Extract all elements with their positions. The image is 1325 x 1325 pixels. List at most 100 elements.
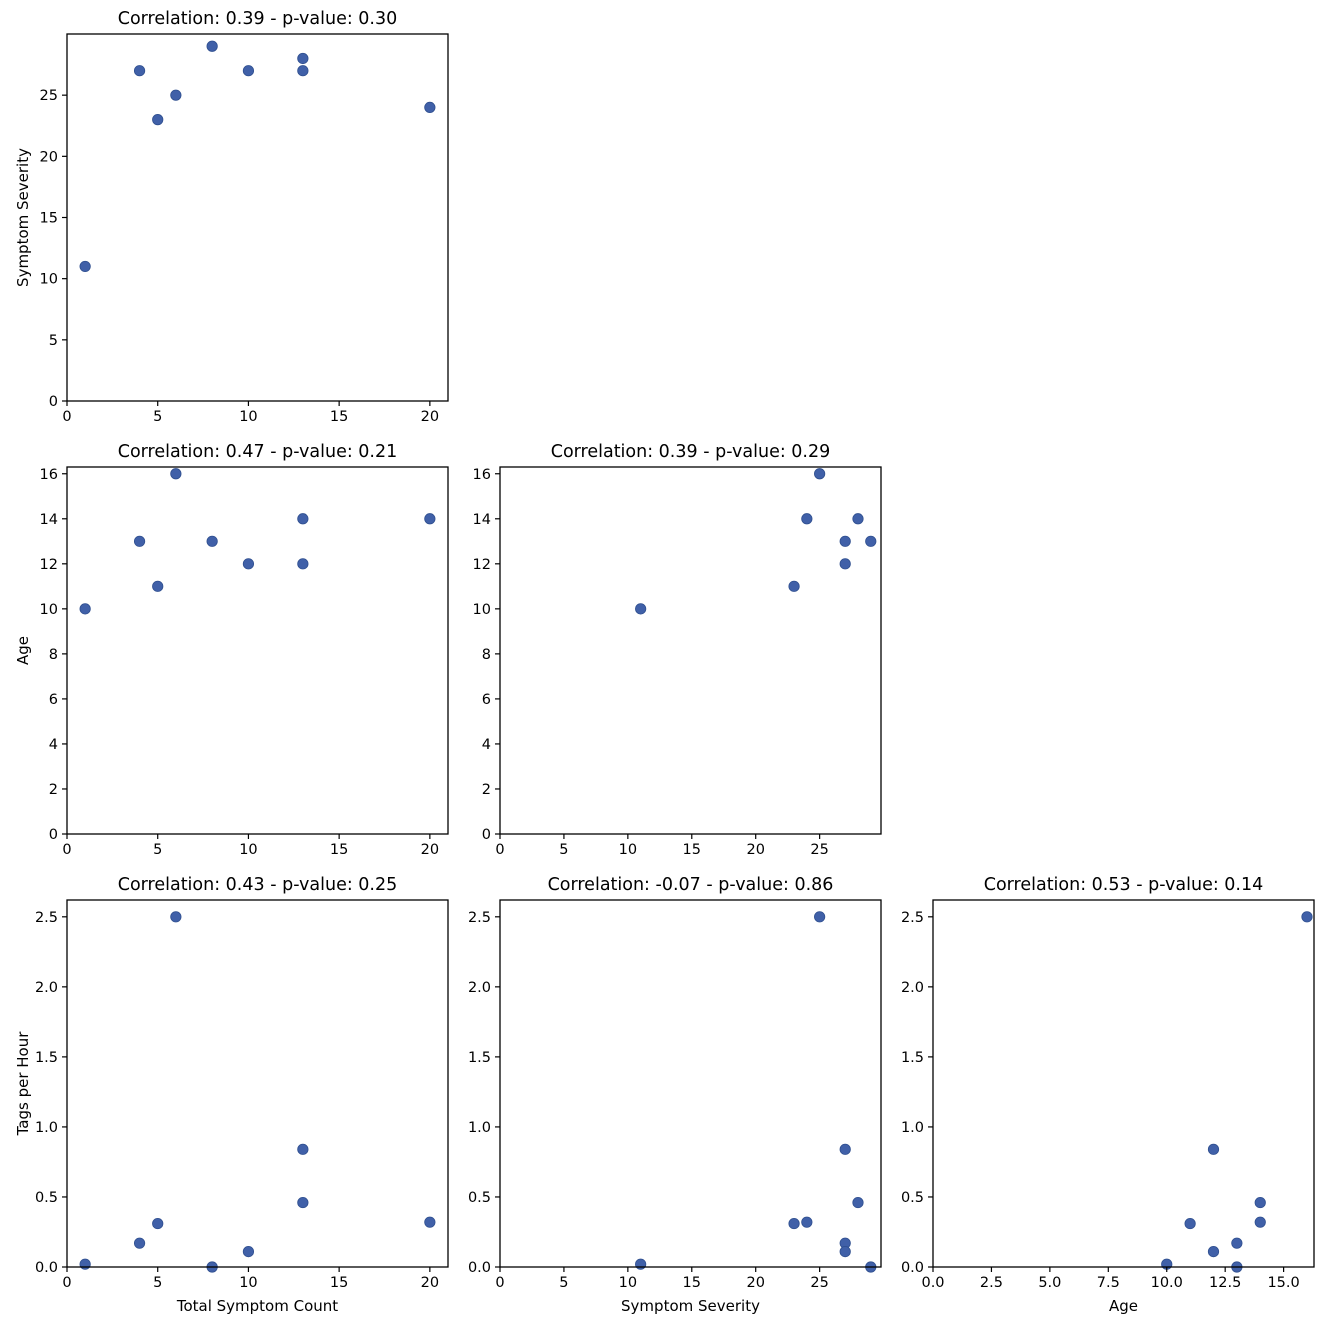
y-tick-label: 2: [49, 782, 58, 798]
y-tick-label: 10: [40, 272, 58, 288]
subplot-4: 0 5 10 15 20 0.0 0.5 1.0 1.5 2.0 2.5 Correlation: 0…: [14, 875, 449, 1315]
data-point: [170, 911, 182, 923]
y-tick-label: 12: [40, 557, 58, 573]
data-point: [242, 558, 255, 570]
data-point: [242, 65, 255, 77]
data-point: [79, 603, 91, 615]
data-point: [852, 1196, 864, 1209]
data-point: [297, 65, 309, 77]
y-tick-label: 6: [49, 692, 58, 708]
data-point: [1207, 1245, 1220, 1258]
data-point: [79, 1258, 91, 1270]
x-tick-label: 20: [746, 1275, 764, 1291]
x-tick-label: 7.5: [1097, 1275, 1120, 1291]
axes-frame: [66, 466, 449, 835]
data-point: [297, 1196, 309, 1209]
x-tick-label: 20: [421, 842, 439, 858]
x-tick-label: 15: [683, 842, 701, 858]
data-point: [1231, 1237, 1243, 1249]
y-tick-label: 0.5: [901, 1190, 924, 1206]
data-point: [635, 603, 647, 615]
y-tick-label: 4: [482, 737, 491, 753]
axes-frame: [499, 466, 882, 835]
data-point: [839, 535, 851, 547]
x-axis-label: Age: [1109, 1297, 1138, 1315]
x-tick-label: 5: [153, 1275, 162, 1291]
y-tick-label: 0.0: [468, 1260, 491, 1276]
data-point: [152, 1217, 164, 1230]
x-tick-label: 12.5: [1209, 1275, 1241, 1291]
subplot-title: Correlation: 0.39 - p-value: 0.30: [118, 9, 398, 29]
data-point: [852, 513, 864, 525]
y-tick-label: 15: [40, 211, 58, 227]
y-tick-label: 25: [40, 88, 58, 104]
x-tick-label: 0: [495, 1275, 504, 1291]
data-point: [839, 1245, 851, 1258]
y-tick-label: 0.5: [468, 1190, 491, 1206]
x-tick-label: 25: [810, 1275, 828, 1291]
data-point: [1207, 1143, 1220, 1155]
x-tick-label: 10: [239, 1275, 257, 1291]
x-tick-label: 0: [62, 409, 71, 425]
y-tick-label: 0: [482, 827, 491, 843]
subplot-title: Correlation: -0.07 - p-value: 0.86: [548, 875, 834, 895]
data-point: [1301, 911, 1313, 923]
data-point: [206, 535, 218, 547]
subplot-1: 0 5 10 15 20 0 5 10 15 20 25 Correlation: 0.39 - p-…: [14, 9, 449, 425]
data-point: [242, 1245, 255, 1258]
data-point: [133, 65, 146, 77]
data-point: [297, 513, 309, 525]
axes-frame: [932, 899, 1315, 1268]
data-point: [839, 558, 851, 570]
y-tick-label: 14: [473, 512, 491, 528]
data-point: [801, 513, 813, 525]
x-tick-label: 15: [683, 1275, 701, 1291]
data-point: [424, 1216, 436, 1228]
data-point: [1254, 1196, 1266, 1209]
x-tick-label: 10: [619, 842, 637, 858]
data-point: [297, 558, 309, 570]
y-tick-label: 2.0: [35, 980, 58, 996]
x-tick-label: 5: [559, 1275, 568, 1291]
data-point: [865, 535, 877, 547]
y-tick-label: 1.0: [35, 1120, 58, 1136]
subplot-title: Correlation: 0.53 - p-value: 0.14: [984, 875, 1264, 895]
y-tick-label: 2.5: [468, 910, 491, 926]
y-tick-label: 16: [40, 467, 58, 483]
x-tick-label: 20: [746, 842, 764, 858]
data-point: [635, 1258, 647, 1270]
data-point: [297, 52, 309, 65]
x-tick-label: 5: [559, 842, 568, 858]
y-tick-label: 0.0: [901, 1260, 924, 1276]
data-point: [801, 1216, 813, 1228]
y-tick-label: 1.0: [468, 1120, 491, 1136]
data-point: [133, 535, 146, 547]
data-point: [152, 114, 164, 126]
axes-frame: [66, 33, 449, 402]
x-tick-label: 5.0: [1038, 1275, 1061, 1291]
x-tick-label: 0: [495, 842, 504, 858]
y-tick-label: 2.5: [35, 910, 58, 926]
subplot-title: Correlation: 0.39 - p-value: 0.29: [551, 442, 831, 462]
y-tick-label: 0: [49, 827, 58, 843]
y-axis-label: Symptom Severity: [14, 148, 32, 287]
x-axis-label: Symptom Severity: [621, 1297, 760, 1315]
y-tick-label: 0.5: [35, 1190, 58, 1206]
y-tick-label: 0: [49, 394, 58, 410]
y-tick-label: 2.0: [901, 980, 924, 996]
y-tick-label: 14: [40, 512, 58, 528]
data-point: [839, 1143, 851, 1155]
data-point: [1254, 1216, 1266, 1228]
x-tick-label: 5: [153, 409, 162, 425]
x-tick-label: 20: [421, 1275, 439, 1291]
y-tick-label: 1.5: [468, 1050, 491, 1066]
data-point: [133, 1237, 146, 1249]
data-point: [424, 101, 436, 114]
data-point: [79, 260, 91, 273]
x-tick-label: 10: [239, 409, 257, 425]
x-tick-label: 0.0: [921, 1275, 944, 1291]
y-tick-label: 2: [482, 782, 491, 798]
x-tick-label: 10: [239, 842, 257, 858]
y-axis-label: Age: [14, 636, 32, 665]
